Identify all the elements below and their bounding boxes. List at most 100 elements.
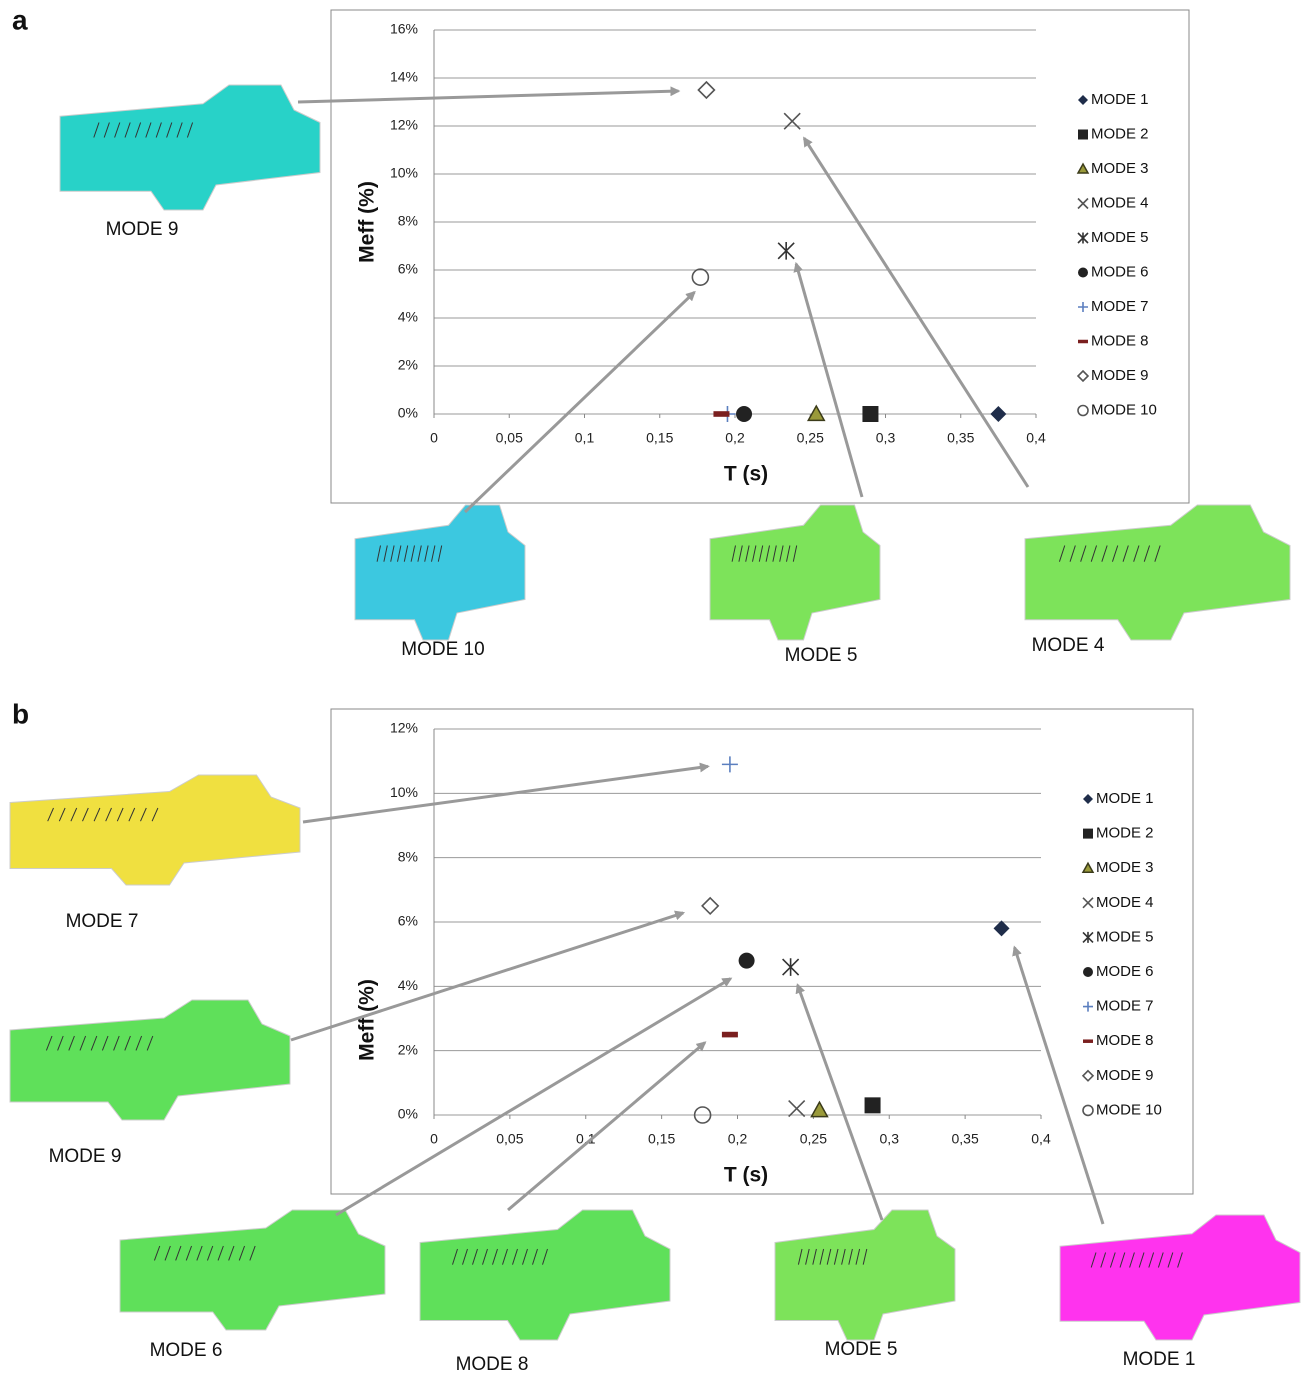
- mode-shape-thumbnail: MODE 9: [10, 1000, 290, 1167]
- marker: [865, 1097, 881, 1113]
- x-tick-label: 0,2: [728, 1131, 748, 1147]
- y-tick-label: 0%: [398, 405, 418, 421]
- model-body: [10, 1000, 290, 1120]
- thumbnail-label: MODE 7: [66, 911, 139, 932]
- y-tick-label: 2%: [398, 1041, 418, 1057]
- model-body: [120, 1210, 385, 1330]
- x-axis-title: T (s): [724, 1164, 768, 1187]
- thumbnail-label: MODE 1: [1123, 1349, 1196, 1370]
- legend-label: MODE 5: [1096, 928, 1154, 945]
- marker: [739, 953, 755, 969]
- plot-frame: [331, 10, 1189, 503]
- y-tick-label: 4%: [398, 977, 418, 993]
- x-tick-label: 0,4: [1026, 430, 1046, 446]
- y-tick-label: 6%: [398, 261, 418, 277]
- thumbnail-label: MODE 5: [825, 1339, 898, 1360]
- mode-shape-thumbnail: MODE 4: [1025, 505, 1290, 656]
- y-tick-label: 8%: [398, 848, 418, 864]
- y-axis-title: Meff (%): [356, 979, 379, 1061]
- x-tick-label: 0: [430, 430, 438, 446]
- x-tick-label: 0: [430, 1131, 438, 1147]
- legend-label: MODE 1: [1091, 91, 1149, 108]
- y-tick-label: 2%: [398, 357, 418, 373]
- legend-label: MODE 3: [1091, 160, 1149, 177]
- legend-label: MODE 2: [1096, 825, 1154, 842]
- x-tick-label: 0,1: [575, 430, 595, 446]
- x-tick-label: 0,35: [952, 1131, 979, 1147]
- y-tick-label: 16%: [390, 21, 418, 37]
- model-body: [1025, 505, 1290, 640]
- legend-label: MODE 7: [1096, 998, 1154, 1015]
- x-axis-title: T (s): [724, 463, 768, 486]
- model-body: [60, 85, 320, 210]
- legend-label: MODE 10: [1096, 1101, 1162, 1118]
- x-tick-label: 0,4: [1031, 1131, 1051, 1147]
- plot-frame: [331, 709, 1193, 1194]
- x-tick-label: 0,05: [496, 430, 523, 446]
- legend-label: MODE 2: [1091, 125, 1149, 142]
- thumbnail-label: MODE 10: [401, 639, 484, 660]
- mode-shape-thumbnail: MODE 5: [775, 1210, 955, 1360]
- figure: a 0% 2% 4% 6% 8% 10% 12% 14% 16% 0 0,05 0,1 0,15 0,2 0,…: [0, 0, 1301, 1378]
- y-tick-label: 10%: [390, 784, 418, 800]
- model-body: [1060, 1215, 1300, 1340]
- marker: [736, 406, 752, 422]
- x-tick-label: 0,05: [496, 1131, 523, 1147]
- legend-label: MODE 9: [1091, 367, 1149, 384]
- mode-shape-thumbnail: MODE 1: [1060, 1215, 1300, 1370]
- legend-label: MODE 3: [1096, 859, 1154, 876]
- panel-label: a: [12, 4, 28, 35]
- legend-label: MODE 9: [1096, 1067, 1154, 1084]
- x-tick-label: 0,35: [947, 430, 974, 446]
- model-body: [710, 505, 880, 640]
- mode-shape-thumbnail: MODE 10: [355, 505, 525, 660]
- legend-symbol: [1083, 829, 1093, 839]
- legend-label: MODE 5: [1091, 229, 1149, 246]
- legend-label: MODE 7: [1091, 298, 1149, 315]
- y-tick-label: 4%: [398, 309, 418, 325]
- legend-symbol: [1083, 967, 1093, 977]
- legend-symbol: [1078, 340, 1088, 344]
- thumbnail-label: MODE 4: [1032, 635, 1105, 656]
- x-tick-label: 0,3: [876, 430, 896, 446]
- legend-label: MODE 8: [1091, 332, 1149, 349]
- legend-symbol: [1083, 1039, 1093, 1043]
- y-tick-label: 14%: [390, 69, 418, 85]
- legend-label: MODE 4: [1091, 194, 1149, 211]
- chart: a0%2%4%6%8%10%12%14%16%00,050,10,150,20,…: [12, 4, 1290, 666]
- model-body: [10, 775, 300, 885]
- thumbnail-label: MODE 6: [150, 1340, 223, 1361]
- thumbnail-label: MODE 9: [49, 1146, 122, 1167]
- mode-shape-thumbnail: MODE 5: [710, 505, 880, 666]
- legend-label: MODE 1: [1096, 790, 1154, 807]
- model-body: [775, 1210, 955, 1340]
- panel-label: b: [12, 698, 29, 729]
- x-tick-label: 0,15: [646, 430, 673, 446]
- thumbnail-label: MODE 8: [456, 1354, 529, 1375]
- y-tick-label: 6%: [398, 913, 418, 929]
- marker: [722, 1032, 738, 1038]
- mode-shape-thumbnail: MODE 7: [10, 775, 300, 932]
- thumbnail-label: MODE 9: [106, 219, 179, 240]
- y-tick-label: 10%: [390, 165, 418, 181]
- legend-symbol: [1078, 130, 1088, 140]
- x-tick-label: 0,3: [880, 1131, 900, 1147]
- x-tick-label: 0,25: [800, 1131, 827, 1147]
- mode-shape-thumbnail: MODE 6: [120, 1210, 385, 1361]
- marker: [713, 411, 729, 417]
- mode-shape-thumbnail: MODE 9: [60, 85, 320, 240]
- legend-symbol: [1078, 268, 1088, 278]
- legend-label: MODE 10: [1091, 401, 1157, 418]
- x-tick-label: 0,25: [797, 430, 824, 446]
- mode-shape-thumbnail: MODE 8: [420, 1210, 670, 1375]
- legend-label: MODE 8: [1096, 1032, 1154, 1049]
- y-axis-title: Meff (%): [356, 181, 379, 263]
- y-tick-label: 0%: [398, 1106, 418, 1122]
- x-tick-label: 0,15: [648, 1131, 675, 1147]
- y-tick-label: 8%: [398, 213, 418, 229]
- legend-label: MODE 6: [1096, 963, 1154, 980]
- thumbnail-label: MODE 5: [785, 645, 858, 666]
- y-tick-label: 12%: [390, 720, 418, 736]
- y-tick-label: 12%: [390, 117, 418, 133]
